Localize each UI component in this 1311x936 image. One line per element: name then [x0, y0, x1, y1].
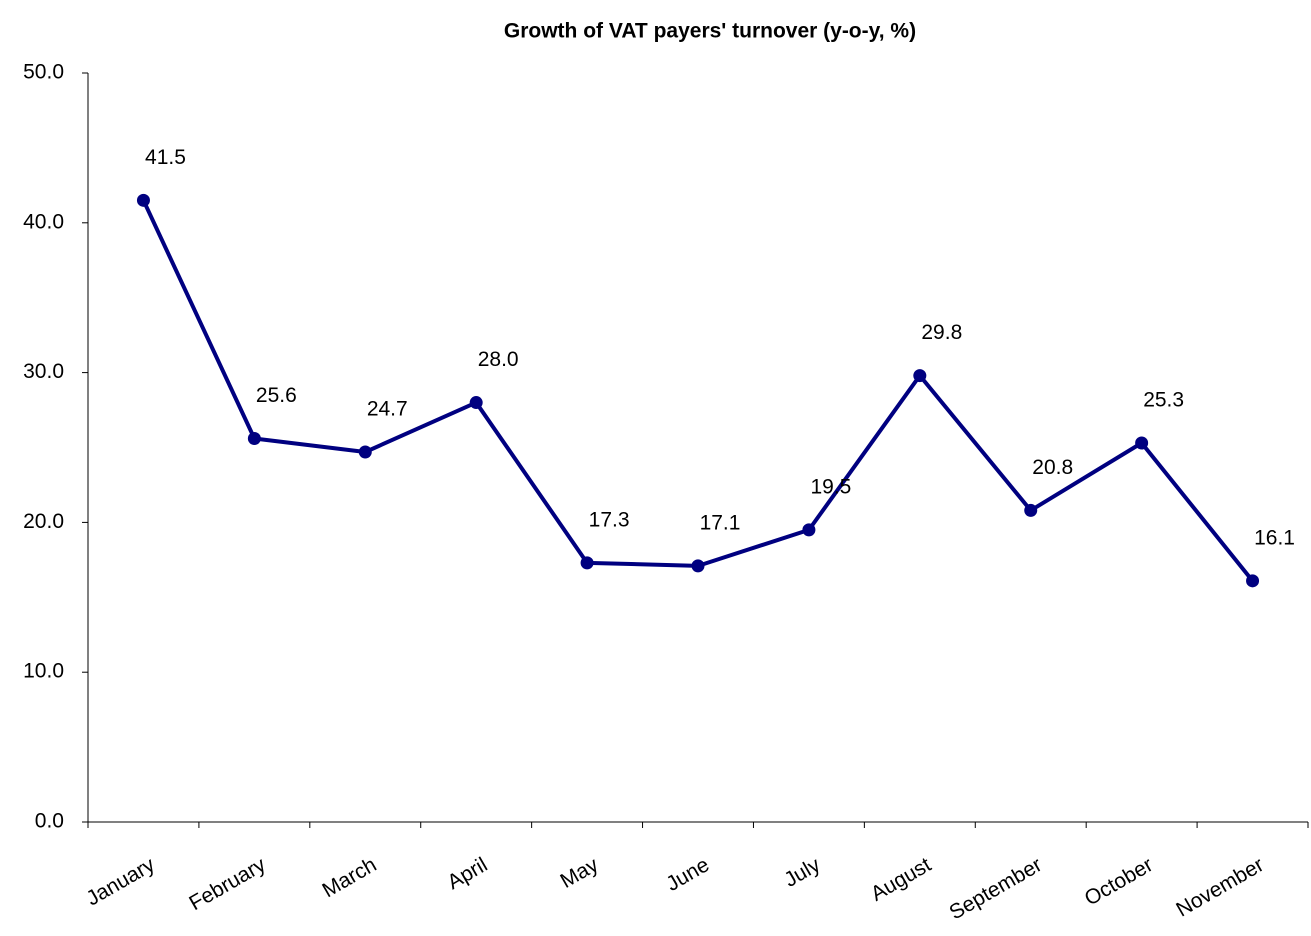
y-tick-label: 10.0 [23, 660, 64, 683]
x-tick-label: October [1081, 853, 1157, 910]
chart-title: Growth of VAT payers' turnover (y-o-y, %… [504, 20, 916, 43]
line [141, 199, 1255, 583]
point [247, 432, 261, 446]
point [1024, 503, 1038, 517]
point [136, 193, 150, 207]
y-tick-label: 20.0 [23, 510, 64, 533]
data-label: 28.0 [478, 348, 519, 371]
x-tick-label: August [867, 853, 935, 906]
y-tick-label: 0.0 [35, 810, 64, 833]
point [1135, 436, 1149, 450]
x-tick-label: June [662, 853, 713, 896]
x-tick-label: May [556, 853, 602, 893]
data-label: 20.8 [1032, 456, 1073, 479]
point [1246, 574, 1260, 588]
x-tick-label: April [444, 853, 492, 894]
data-label: 29.8 [921, 321, 962, 344]
y-tick-label: 40.0 [23, 210, 64, 233]
x-tick-label: February [185, 853, 270, 915]
x-tick-label: September [946, 853, 1046, 924]
data-label: 16.1 [1254, 526, 1295, 549]
point [469, 396, 483, 410]
y-tick-label: 30.0 [23, 360, 64, 383]
data-label: 17.3 [589, 508, 630, 531]
point [580, 556, 594, 570]
point [802, 523, 816, 537]
data-label: 25.6 [256, 384, 297, 407]
data-label: 19.5 [810, 475, 851, 498]
x-tick-label: March [319, 853, 381, 902]
data-label: 17.1 [700, 511, 741, 534]
x-tick-label: July [780, 853, 824, 892]
x-tick-label: November [1172, 853, 1267, 921]
data-label: 24.7 [367, 398, 408, 421]
point [913, 369, 927, 383]
x-tick-label: January [83, 853, 160, 911]
point [691, 559, 705, 573]
point [358, 445, 372, 459]
data-label: 25.3 [1143, 389, 1184, 412]
data-label: 41.5 [145, 146, 186, 169]
y-tick-label: 50.0 [23, 61, 64, 84]
